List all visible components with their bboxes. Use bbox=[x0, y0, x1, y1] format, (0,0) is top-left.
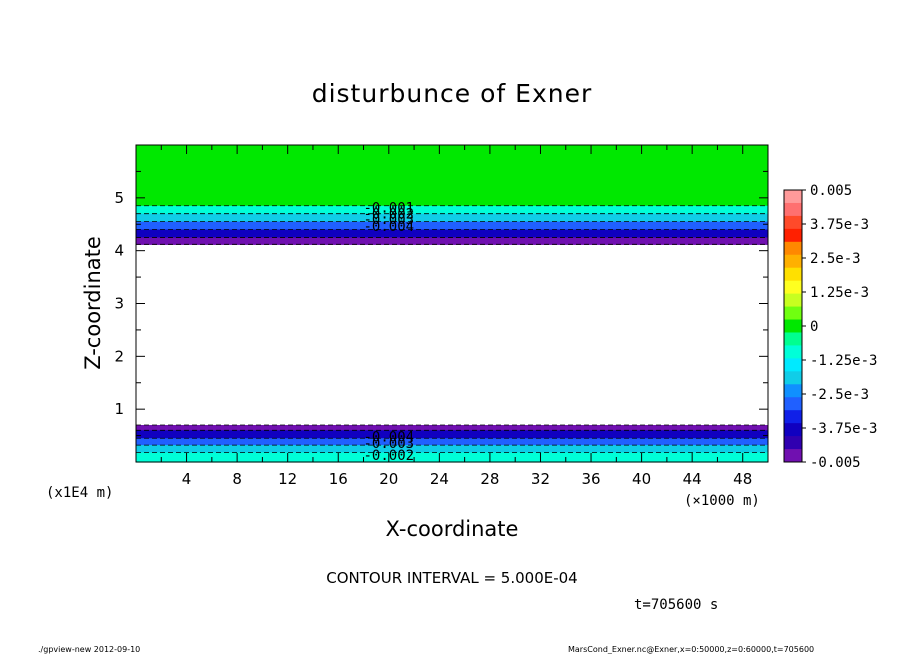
contour-fill-band bbox=[136, 438, 768, 446]
contour-interval-text: CONTOUR INTERVAL = 5.000E-04 bbox=[326, 569, 577, 587]
x-tick-label: 28 bbox=[480, 470, 499, 488]
colorbar-swatch bbox=[784, 436, 802, 450]
colorbar-label: 1.25e-3 bbox=[810, 285, 869, 301]
contour-fill-band bbox=[136, 452, 768, 463]
contour-fill-band bbox=[136, 221, 768, 231]
x-tick-label: 4 bbox=[182, 470, 192, 488]
x-tick-label: 16 bbox=[329, 470, 348, 488]
colorbar-swatch bbox=[784, 267, 802, 282]
colorbar-swatch bbox=[784, 410, 802, 424]
colorbar-swatch bbox=[784, 280, 802, 295]
x-tick-label: 44 bbox=[683, 470, 702, 488]
colorbar-swatch bbox=[784, 293, 802, 308]
footer-right: MarsCond_Exner.nc@Exner,x=0:50000,z=0:60… bbox=[568, 645, 814, 654]
colorbar-label: 0.005 bbox=[810, 183, 852, 199]
colorbar-label: -1.25e-3 bbox=[810, 353, 877, 369]
colorbar-swatch bbox=[784, 254, 802, 269]
colorbar: 0.005 3.75e-3 2.5e-3 1.25e-3 0 -1.25e-3 -2.5e-… bbox=[783, 183, 877, 471]
contour-fill-band bbox=[136, 145, 768, 207]
colorbar-swatch bbox=[784, 190, 802, 204]
colorbar-label: 3.75e-3 bbox=[810, 217, 869, 233]
y-tick-label: 1 bbox=[114, 400, 124, 418]
colorbar-swatch bbox=[784, 449, 802, 463]
colorbar-swatch bbox=[784, 345, 802, 359]
x-tick-label: 8 bbox=[232, 470, 242, 488]
footer-left: ./gpview-new 2012-09-10 bbox=[38, 645, 140, 654]
y-tick-label: 5 bbox=[114, 189, 124, 207]
y-unit-label: (x1E4 m) bbox=[46, 485, 113, 501]
x-tick-label: 40 bbox=[632, 470, 651, 488]
colorbar-swatch bbox=[784, 384, 802, 398]
y-tick-label: 2 bbox=[114, 347, 124, 365]
colorbar-swatch bbox=[784, 306, 802, 321]
colorbar-swatch bbox=[784, 332, 802, 346]
x-tick-label: 36 bbox=[581, 470, 600, 488]
contour-label: -0.003 bbox=[364, 212, 415, 228]
time-text: t=705600 s bbox=[634, 597, 718, 613]
contour-fill-band bbox=[136, 213, 768, 223]
colorbar-label: 0 bbox=[810, 319, 818, 335]
contour-fill-band bbox=[136, 205, 768, 215]
colorbar-swatch bbox=[784, 202, 802, 217]
contour-label: -0.003 bbox=[364, 436, 415, 452]
colorbar-swatch bbox=[784, 423, 802, 437]
contour-label: -0.002 bbox=[364, 207, 415, 223]
x-tick-label: 32 bbox=[531, 470, 550, 488]
colorbar-swatch bbox=[784, 241, 802, 256]
contour-label: -0.004 bbox=[364, 219, 415, 235]
contour-fill-band bbox=[136, 237, 768, 245]
contour-fill-band bbox=[136, 229, 768, 239]
contour-fill-band bbox=[136, 445, 768, 454]
y-tick-label: 3 bbox=[114, 295, 124, 313]
x-tick-label: 24 bbox=[430, 470, 449, 488]
x-tick-label: 48 bbox=[733, 470, 752, 488]
contour-fill-band bbox=[136, 430, 768, 439]
colorbar-swatch bbox=[784, 215, 802, 230]
contour-label: -0.004 bbox=[364, 430, 415, 446]
colorbar-swatch bbox=[784, 228, 802, 243]
colorbar-label: -2.5e-3 bbox=[810, 387, 869, 403]
colorbar-swatch bbox=[784, 319, 802, 333]
colorbar-label: 2.5e-3 bbox=[810, 251, 861, 267]
x-unit-label: (×1000 m) bbox=[684, 493, 760, 509]
x-tick-label: 12 bbox=[278, 470, 297, 488]
x-axis-label: X-coordinate bbox=[386, 517, 519, 541]
contour-fill-band bbox=[136, 425, 768, 431]
contour-label: -0.001 bbox=[364, 200, 415, 216]
y-tick-label: 4 bbox=[114, 242, 124, 260]
colorbar-swatch bbox=[784, 358, 802, 372]
colorbar-label: -3.75e-3 bbox=[810, 421, 877, 437]
colorbar-swatch bbox=[784, 397, 802, 411]
chart-title: disturbunce of Exner bbox=[312, 79, 593, 108]
y-axis-label: Z-coordinate bbox=[81, 236, 105, 370]
x-tick-label: 20 bbox=[379, 470, 398, 488]
colorbar-label: -0.005 bbox=[810, 455, 861, 471]
plot-area: -0.001-0.002-0.003-0.004-0.004-0.003-0.0… bbox=[114, 144, 769, 488]
colorbar-swatch bbox=[784, 371, 802, 385]
